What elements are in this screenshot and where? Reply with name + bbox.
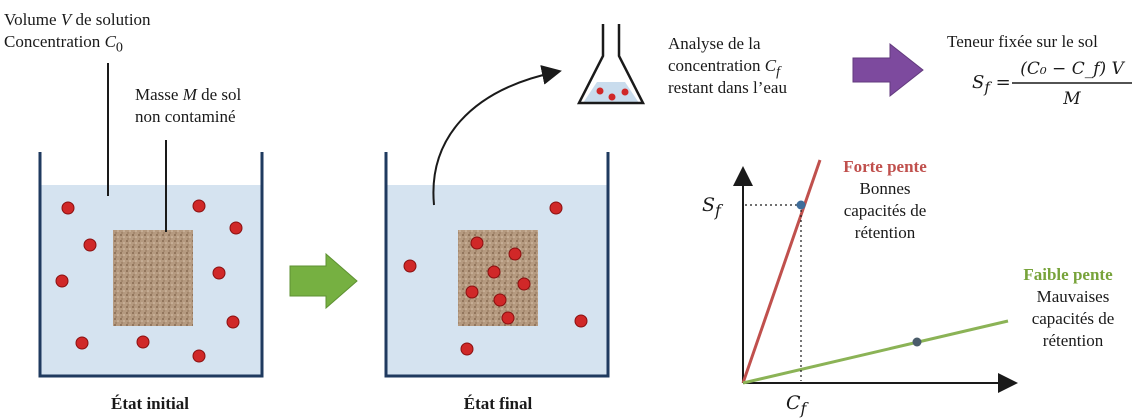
formula-numerator: (C₀ − C_f) V: [1020, 59, 1124, 79]
var-sf-sub: f: [984, 78, 990, 97]
particle: [229, 221, 243, 235]
particle: [493, 293, 507, 307]
initial-state-caption: État initial: [111, 394, 189, 413]
shallow-slope-title: Faible pente: [1023, 265, 1113, 284]
shallow-slope-desc-3: rétention: [1042, 331, 1104, 350]
var-cf: C: [764, 56, 777, 75]
flask-outline: [576, 24, 646, 105]
flask-particle: [621, 88, 629, 96]
isotherm-graph: [733, 159, 1018, 393]
flask-particle: [596, 87, 604, 95]
purple-arrow: [852, 42, 924, 98]
x-axis-label: Cf: [786, 392, 806, 420]
var-cf-sub: f: [776, 63, 781, 80]
sampling-curved-arrow: [432, 65, 562, 206]
particle: [192, 199, 206, 213]
flask-liquid: [583, 82, 639, 103]
particle: [83, 238, 97, 252]
particle: [517, 277, 531, 291]
analysis-line2: concentration Cf: [668, 55, 780, 82]
particle: [403, 259, 417, 273]
var-c0: C: [104, 32, 116, 51]
shallow-slope-desc-1: Mauvaises: [1036, 287, 1110, 306]
soil-label-text: de sol: [196, 85, 242, 104]
erlenmeyer-flask: [576, 24, 646, 105]
particle: [136, 335, 150, 349]
particle: [487, 265, 501, 279]
final-state-caption: État final: [463, 394, 533, 413]
particle: [212, 266, 226, 280]
shallow-slope-line: [742, 319, 1009, 385]
steep-slope-line: [741, 159, 822, 384]
shallow-slope-desc-2: capacités de: [1031, 309, 1115, 328]
initial-particles: [55, 199, 243, 363]
soil-type-label: non contaminé: [135, 107, 236, 126]
analysis-line3: restant dans l’eau: [668, 78, 787, 97]
solution-label-text: de solution: [71, 10, 151, 29]
analysis-line1: Analyse de la: [668, 34, 761, 53]
steep-marker: [796, 200, 806, 210]
var-cf-axis-sub: f: [800, 398, 807, 418]
particle: [192, 349, 206, 363]
steep-slope-desc-2: capacités de: [843, 201, 927, 220]
var-sf-axis-sub: f: [715, 200, 721, 220]
var-v: V: [60, 10, 72, 29]
result-title: Teneur fixée sur le sol: [947, 32, 1098, 51]
final-particles: [403, 201, 588, 356]
formula-lhs: Sf =: [972, 72, 1011, 97]
particle: [501, 311, 515, 325]
var-sf: S: [972, 72, 985, 93]
var-sf-axis: S: [702, 194, 716, 216]
particle: [460, 342, 474, 356]
flask-particle: [608, 93, 616, 101]
particle: [55, 274, 69, 288]
soil-mass-label: Masse M de sol: [135, 84, 241, 106]
initial-beaker-outline: [38, 152, 264, 378]
final-beaker-outline: [384, 152, 610, 378]
var-cf-axis: C: [786, 392, 801, 414]
concentration-label-text: Concentration: [4, 32, 105, 51]
particle: [549, 201, 563, 215]
concentration-label: Concentration C0: [4, 31, 123, 58]
steep-slope-desc-1: Bonnes: [859, 179, 911, 198]
var-c0-sub: 0: [115, 39, 123, 56]
steep-slope-title: Forte pente: [843, 157, 927, 176]
initial-beaker: [38, 63, 264, 378]
particle: [574, 314, 588, 328]
shallow-marker: [912, 337, 922, 347]
final-beaker: [384, 152, 610, 378]
solution-label: Volume V de solution: [4, 9, 151, 31]
soil-label-text: Masse: [135, 85, 183, 104]
steep-slope-desc-3: rétention: [854, 223, 916, 242]
y-axis-label: Sf: [702, 194, 721, 222]
particle: [226, 315, 240, 329]
particle: [61, 201, 75, 215]
particle: [465, 285, 479, 299]
particle: [508, 247, 522, 261]
green-arrow: [289, 252, 358, 310]
initial-soil-block: [113, 230, 193, 326]
particle: [75, 336, 89, 350]
analysis-line2-text: concentration: [668, 56, 765, 75]
formula-denominator: M: [1063, 89, 1081, 109]
var-m: M: [182, 85, 197, 104]
solution-label-text: Volume: [4, 10, 61, 29]
particle: [470, 236, 484, 250]
